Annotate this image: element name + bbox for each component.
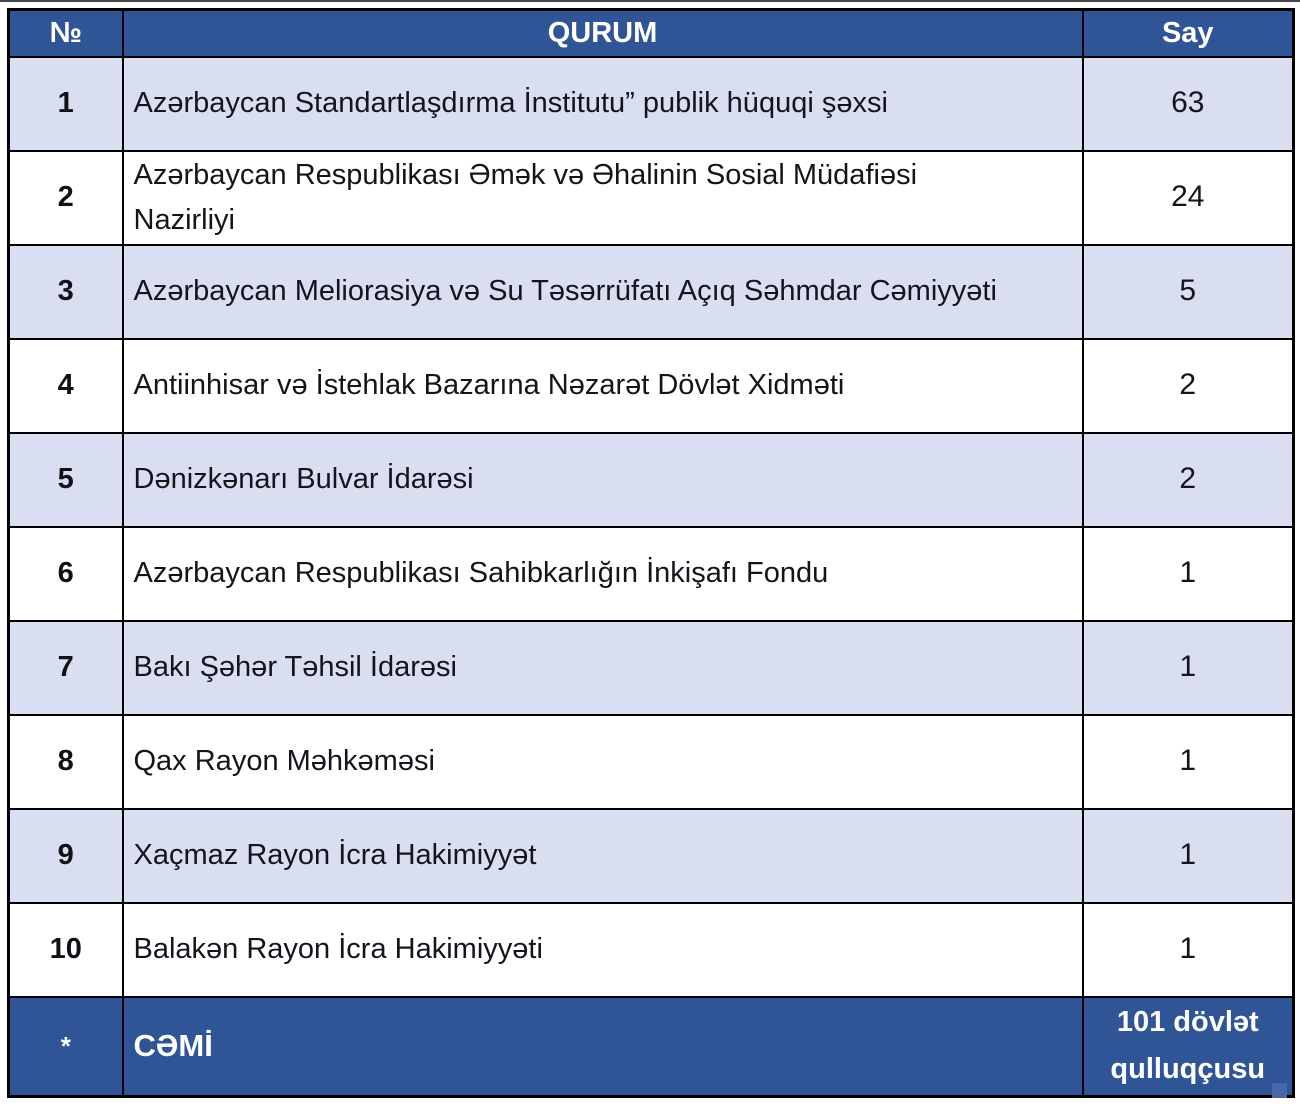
cell-fill-handle-artifact bbox=[1272, 1083, 1287, 1098]
row-number-cell: 7 bbox=[7, 619, 124, 716]
qurum-cell: Azərbaycan Meliorasiya və Su Təsərrüfatı… bbox=[121, 243, 1084, 340]
qurum-say-table: № QURUM Say 1 Azərbaycan Standartlaşdırm… bbox=[7, 8, 1295, 1099]
say-cell: 5 bbox=[1081, 243, 1295, 340]
table-header-row: № QURUM Say bbox=[7, 8, 1295, 58]
say-cell: 63 bbox=[1081, 55, 1295, 152]
table-total-row: * CƏMİ 101 dövlət qulluqçusu bbox=[7, 995, 1295, 1098]
row-number-cell: 5 bbox=[7, 431, 124, 528]
total-asterisk-cell: * bbox=[7, 995, 124, 1098]
say-cell: 2 bbox=[1081, 337, 1295, 434]
table-row: 9 Xaçmaz Rayon İcra Hakimiyyət 1 bbox=[7, 807, 1295, 904]
table-row: 8 Qax Rayon Məhkəməsi 1 bbox=[7, 713, 1295, 810]
say-cell: 2 bbox=[1081, 431, 1295, 528]
row-number-cell: 6 bbox=[7, 525, 124, 622]
qurum-cell: Bakı Şəhər Təhsil İdarəsi bbox=[121, 619, 1084, 716]
row-number-cell: 8 bbox=[7, 713, 124, 810]
top-edge-artifact-line bbox=[0, 0, 1300, 2]
table-row: 1 Azərbaycan Standartlaşdırma İnstitutu”… bbox=[7, 55, 1295, 152]
say-cell: 1 bbox=[1081, 713, 1295, 810]
table-row: 3 Azərbaycan Meliorasiya və Su Təsərrüfa… bbox=[7, 243, 1295, 340]
row-number-cell: 4 bbox=[7, 337, 124, 434]
row-number-cell: 2 bbox=[7, 149, 124, 246]
table-row: 10 Balakən Rayon İcra Hakimiyyəti 1 bbox=[7, 901, 1295, 998]
say-cell: 1 bbox=[1081, 901, 1295, 998]
qurum-cell: Qax Rayon Məhkəməsi bbox=[121, 713, 1084, 810]
total-label-cell: CƏMİ bbox=[121, 995, 1084, 1098]
total-value-cell: 101 dövlət qulluqçusu bbox=[1081, 995, 1295, 1098]
col-header-say: Say bbox=[1081, 8, 1295, 58]
table-row: 5 Dənizkənarı Bulvar İdarəsi 2 bbox=[7, 431, 1295, 528]
qurum-cell: Antiinhisar və İstehlak Bazarına Nəzarət… bbox=[121, 337, 1084, 434]
row-number-cell: 1 bbox=[7, 55, 124, 152]
say-cell: 1 bbox=[1081, 525, 1295, 622]
row-number-cell: 3 bbox=[7, 243, 124, 340]
say-cell: 1 bbox=[1081, 807, 1295, 904]
qurum-cell: Dənizkənarı Bulvar İdarəsi bbox=[121, 431, 1084, 528]
table-row: 7 Bakı Şəhər Təhsil İdarəsi 1 bbox=[7, 619, 1295, 716]
qurum-cell: Azərbaycan Standartlaşdırma İnstitutu” p… bbox=[121, 55, 1084, 152]
table-row: 6 Azərbaycan Respublikası Sahibkarlığın … bbox=[7, 525, 1295, 622]
table-row: 2 Azərbaycan Respublikası Əmək və Əhalin… bbox=[7, 149, 1295, 246]
say-cell: 24 bbox=[1081, 149, 1295, 246]
row-number-cell: 9 bbox=[7, 807, 124, 904]
table-row: 4 Antiinhisar və İstehlak Bazarına Nəzar… bbox=[7, 337, 1295, 434]
col-header-qurum: QURUM bbox=[121, 8, 1084, 58]
qurum-cell: Balakən Rayon İcra Hakimiyyəti bbox=[121, 901, 1084, 998]
qurum-cell: Xaçmaz Rayon İcra Hakimiyyət bbox=[121, 807, 1084, 904]
col-header-num: № bbox=[7, 8, 124, 58]
row-number-cell: 10 bbox=[7, 901, 124, 998]
qurum-cell: Azərbaycan Respublikası Əmək və Əhalinin… bbox=[121, 149, 1084, 246]
say-cell: 1 bbox=[1081, 619, 1295, 716]
qurum-cell: Azərbaycan Respublikası Sahibkarlığın İn… bbox=[121, 525, 1084, 622]
